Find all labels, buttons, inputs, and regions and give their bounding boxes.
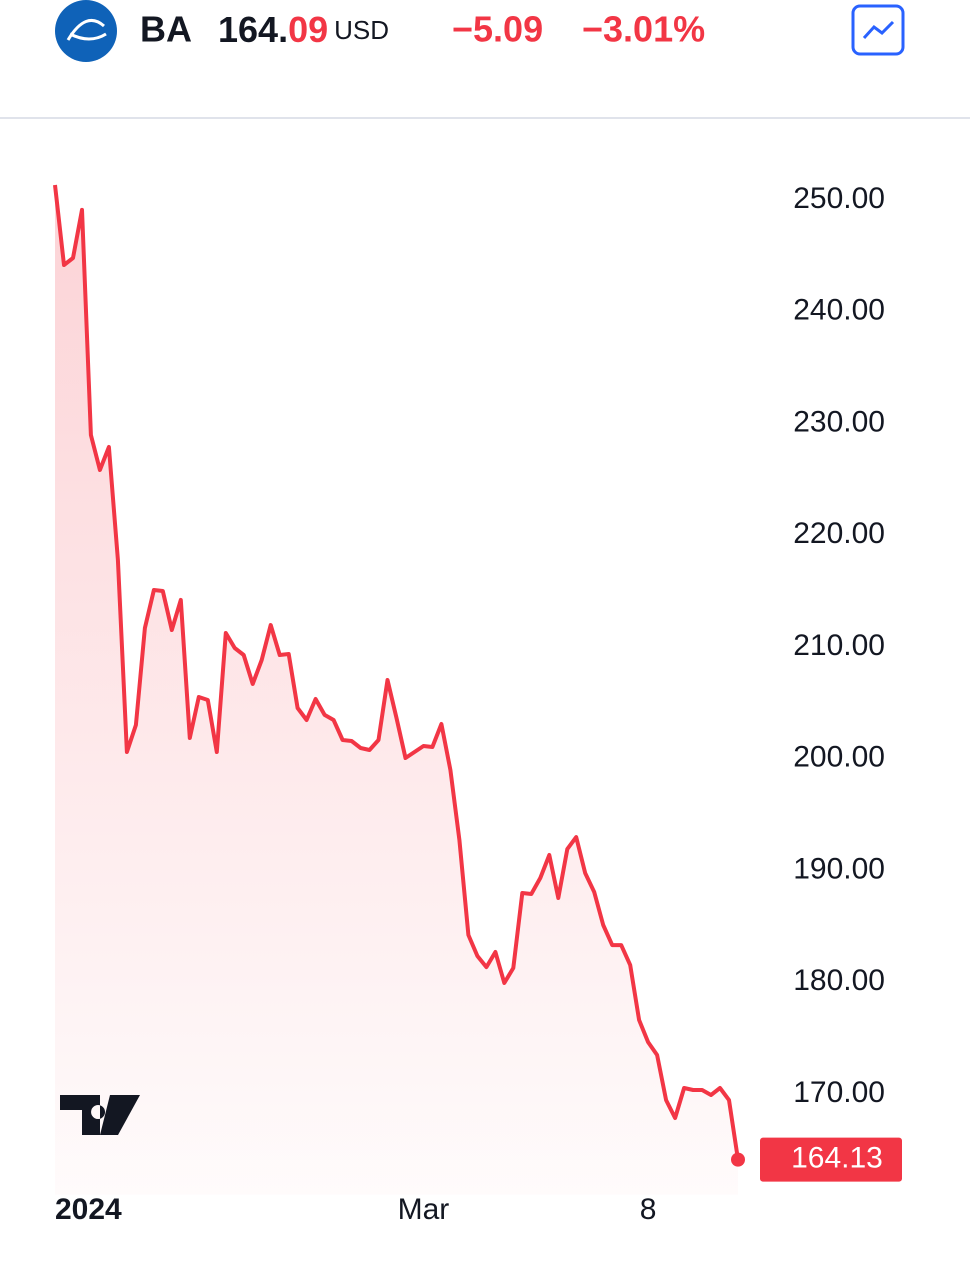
change-percent: −3.01% xyxy=(582,9,705,50)
y-tick-label: 250.00 xyxy=(793,182,885,215)
currency: USD xyxy=(334,15,389,45)
y-tick-label: 200.00 xyxy=(793,741,885,774)
x-tick-label: 2024 xyxy=(55,1193,122,1226)
price-line xyxy=(53,184,740,1160)
price-fraction: 09 xyxy=(288,9,328,50)
y-tick-label: 210.00 xyxy=(793,629,885,662)
last-price-box xyxy=(760,1137,902,1182)
price-main: 164. xyxy=(218,9,288,50)
y-tick-label: 170.00 xyxy=(793,1076,885,1109)
area xyxy=(55,185,738,1195)
x-tick-label: Mar xyxy=(398,1193,450,1226)
chart-type-icon xyxy=(862,20,895,40)
chart-type-button[interactable] xyxy=(851,4,905,56)
last-price-label: 164.13 xyxy=(791,1142,883,1175)
y-tick-label: 180.00 xyxy=(793,964,885,997)
x-tick-label: 8 xyxy=(640,1193,657,1226)
company-logo xyxy=(55,0,117,62)
price: 164.09 USD xyxy=(218,9,389,50)
y-tick-label: 220.00 xyxy=(793,517,885,550)
tradingview-logo xyxy=(60,1095,140,1135)
y-tick-label: 230.00 xyxy=(793,405,885,438)
change: −5.09 xyxy=(452,9,543,50)
logo-mark xyxy=(66,18,107,41)
plot: 170.00 180.00 190.00 200.00 210.00 220.00 230.… xyxy=(53,182,902,1226)
y-tick-label: 190.00 xyxy=(793,852,885,885)
symbol: BA xyxy=(140,9,192,50)
last-point xyxy=(731,1152,745,1167)
y-tick-label: 240.00 xyxy=(793,294,885,327)
